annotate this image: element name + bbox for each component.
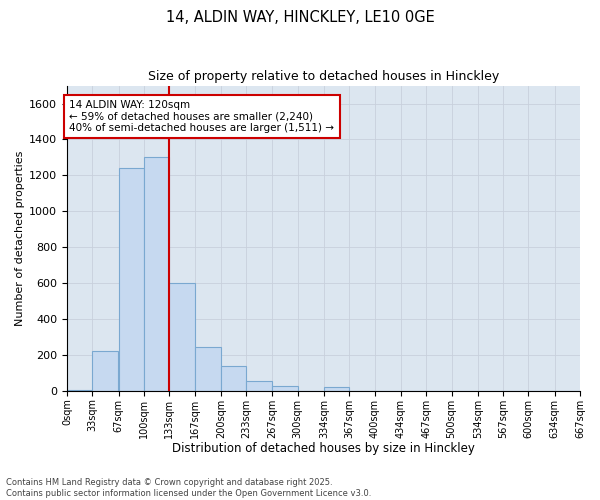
Bar bbox=[169, 283, 194, 391]
Bar bbox=[196, 347, 221, 391]
Title: Size of property relative to detached houses in Hinckley: Size of property relative to detached ho… bbox=[148, 70, 499, 83]
Bar bbox=[246, 381, 272, 391]
Text: Contains HM Land Registry data © Crown copyright and database right 2025.
Contai: Contains HM Land Registry data © Crown c… bbox=[6, 478, 371, 498]
Bar bbox=[324, 387, 349, 391]
Bar bbox=[119, 168, 144, 391]
Bar bbox=[144, 158, 169, 391]
Text: 14 ALDIN WAY: 120sqm
← 59% of detached houses are smaller (2,240)
40% of semi-de: 14 ALDIN WAY: 120sqm ← 59% of detached h… bbox=[70, 100, 334, 133]
Y-axis label: Number of detached properties: Number of detached properties bbox=[15, 150, 25, 326]
Bar bbox=[272, 386, 298, 391]
Bar bbox=[221, 366, 246, 391]
Bar bbox=[67, 390, 92, 391]
X-axis label: Distribution of detached houses by size in Hinckley: Distribution of detached houses by size … bbox=[172, 442, 475, 455]
Bar bbox=[92, 352, 118, 391]
Text: 14, ALDIN WAY, HINCKLEY, LE10 0GE: 14, ALDIN WAY, HINCKLEY, LE10 0GE bbox=[166, 10, 434, 25]
